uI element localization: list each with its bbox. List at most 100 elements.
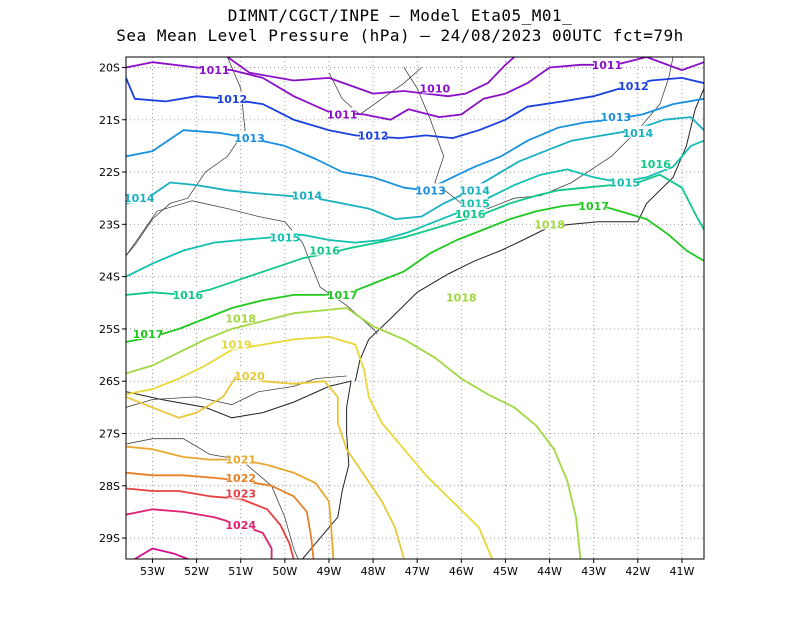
x-tick-label: 49W bbox=[317, 565, 342, 578]
isobar-label-1014: 1014 bbox=[124, 192, 155, 205]
isobar-label-1012: 1012 bbox=[217, 93, 248, 106]
isobar-label-1011: 1011 bbox=[327, 109, 358, 122]
isobar-label-1016: 1016 bbox=[640, 158, 671, 171]
isobar-label-bg bbox=[329, 107, 356, 120]
isobar-label-bg bbox=[329, 287, 356, 300]
isobar-1024 bbox=[126, 508, 273, 559]
isobar-1022 bbox=[126, 471, 315, 559]
x-tick-label: 44W bbox=[537, 565, 562, 578]
state-border bbox=[126, 375, 347, 408]
isobar-label-1018: 1018 bbox=[446, 292, 477, 305]
isobar-label-bg bbox=[536, 217, 563, 230]
state-border bbox=[403, 67, 541, 210]
isobar-label-bg bbox=[624, 125, 651, 138]
isobar-label-bg bbox=[461, 183, 488, 196]
x-tick-label: 43W bbox=[581, 565, 606, 578]
x-tick-label: 47W bbox=[405, 565, 430, 578]
isobar-label-1013: 1013 bbox=[234, 132, 265, 145]
isobar-label-1016: 1016 bbox=[172, 289, 203, 302]
isobar-label-bg bbox=[218, 91, 245, 104]
isobar-label-bg bbox=[223, 337, 250, 350]
isobar-label-1014: 1014 bbox=[292, 190, 323, 203]
x-tick-label: 51W bbox=[228, 565, 253, 578]
x-tick-label: 42W bbox=[625, 565, 650, 578]
isobar-1019 bbox=[126, 335, 494, 559]
isobar-label-bg bbox=[461, 196, 488, 209]
isobar-label-1013: 1013 bbox=[415, 184, 446, 197]
isobar-label-bg bbox=[360, 128, 387, 141]
isobar-1023 bbox=[126, 487, 295, 559]
isobars bbox=[126, 57, 704, 559]
isobar-label-1017: 1017 bbox=[133, 328, 164, 341]
y-tick-label: 27S bbox=[99, 428, 120, 441]
x-tick-label: 53W bbox=[140, 565, 165, 578]
isobar-label-1012: 1012 bbox=[358, 129, 389, 142]
chart-title-line1: DIMNT/CGCT/INPE – Model Eta05_M01_ bbox=[227, 6, 573, 25]
isobar-1020 bbox=[126, 375, 405, 559]
isobar-label-1023: 1023 bbox=[225, 488, 256, 501]
isobar-1025 bbox=[134, 547, 189, 559]
isobar-label-bg bbox=[457, 206, 484, 219]
chart-title-line2: Sea Mean Level Pressure (hPa) – 24/08/20… bbox=[116, 26, 684, 45]
isobar-label-bg bbox=[135, 327, 162, 340]
y-tick-label: 21S bbox=[99, 114, 120, 127]
isobar-1021 bbox=[126, 445, 335, 559]
isobar-label-1017: 1017 bbox=[578, 200, 609, 213]
isobar-label-bg bbox=[126, 191, 153, 204]
isobar-label-1015: 1015 bbox=[609, 177, 640, 190]
state-border bbox=[126, 57, 246, 256]
map-frame bbox=[125, 56, 705, 560]
y-tick-label: 29S bbox=[99, 532, 120, 545]
isobar-label-bg bbox=[602, 110, 629, 123]
isobar-label-bg bbox=[201, 63, 228, 76]
x-tick-label: 50W bbox=[272, 565, 297, 578]
isobar-label-1014: 1014 bbox=[459, 184, 490, 197]
isobar-label-bg bbox=[227, 486, 254, 499]
y-tick-label: 28S bbox=[99, 480, 120, 493]
isobar-label-1017: 1017 bbox=[327, 289, 358, 302]
isobar-label-1021: 1021 bbox=[225, 454, 256, 467]
isobar-label-1022: 1022 bbox=[225, 472, 256, 485]
isobar-label-bg bbox=[293, 188, 320, 201]
isobar-1014 bbox=[126, 116, 704, 220]
y-tick-label: 23S bbox=[99, 218, 120, 231]
isobar-label-1011: 1011 bbox=[199, 64, 230, 77]
isobar-label-bg bbox=[611, 175, 638, 188]
isobar-label-bg bbox=[448, 290, 475, 303]
axis-ticks: 53W 52W 51W 50W 49W 48W 47W 46W 45W 44W 43W 42W 41W 2… bbox=[99, 61, 694, 578]
isobar-label-bg bbox=[580, 199, 607, 212]
isobar-label-bg bbox=[227, 470, 254, 483]
isobar-label-bg bbox=[174, 287, 201, 300]
isobar-label-1019: 1019 bbox=[221, 339, 252, 352]
isobar-label-bg bbox=[642, 157, 669, 170]
isobar-label-1011: 1011 bbox=[592, 59, 623, 72]
isobar-label-bg bbox=[421, 81, 448, 94]
isobar-label-bg bbox=[227, 452, 254, 465]
isobar-labels: 1010101110111011101210121012101310131013… bbox=[124, 57, 671, 532]
isobar-label-bg bbox=[236, 131, 263, 144]
isobar-label-1014: 1014 bbox=[623, 127, 654, 140]
isobar-label-bg bbox=[620, 78, 647, 91]
isobar-label-1016: 1016 bbox=[455, 208, 486, 221]
isobar-label-1018: 1018 bbox=[225, 312, 256, 325]
y-tick-label: 24S bbox=[99, 271, 120, 284]
coastline-south bbox=[126, 380, 352, 559]
isobar-label-bg bbox=[227, 518, 254, 531]
x-tick-label: 48W bbox=[361, 565, 386, 578]
isobar-1012 bbox=[126, 77, 704, 139]
isobar-label-1013: 1013 bbox=[600, 111, 631, 124]
isobar-label-1016: 1016 bbox=[309, 244, 340, 257]
isobar-label-1012: 1012 bbox=[618, 80, 649, 93]
isobar-label-1015: 1015 bbox=[270, 231, 301, 244]
isobar-1018 bbox=[126, 307, 582, 559]
x-tick-label: 52W bbox=[184, 565, 209, 578]
coastline-east bbox=[354, 88, 704, 382]
isobar-label-bg bbox=[417, 183, 444, 196]
state-border bbox=[328, 67, 422, 116]
isobar-label-1020: 1020 bbox=[234, 370, 265, 383]
isobar-label-1024: 1024 bbox=[225, 519, 256, 532]
isobar-label-bg bbox=[271, 230, 298, 243]
isobar-1015 bbox=[126, 139, 704, 278]
y-tick-label: 22S bbox=[99, 166, 120, 179]
